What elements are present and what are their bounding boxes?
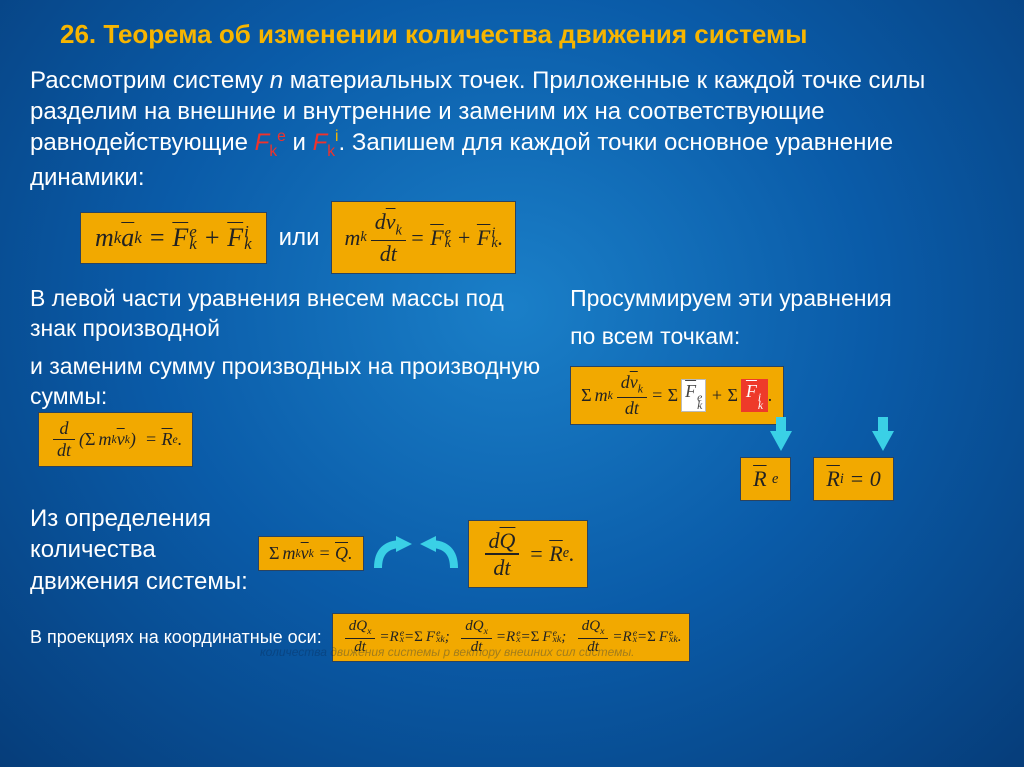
paragraph-intro: Рассмотрим систему n материальных точек.… bbox=[30, 65, 994, 194]
equation-dqdt-eq-re: dQ dt = Re. bbox=[468, 520, 588, 588]
left-text-2: и заменим сумму производных на производн… bbox=[30, 352, 548, 467]
background-ghost-text: количества движения системы р вектору вн… bbox=[260, 645, 635, 659]
results-boxes: R e Ri = 0 bbox=[740, 457, 994, 501]
arrow-down-icon bbox=[872, 431, 894, 451]
def-text: Из определения количества движения систе… bbox=[30, 505, 248, 594]
definition-row: Из определения количества движения систе… bbox=[30, 503, 994, 605]
right-text-2: по всем точкам: bbox=[570, 322, 994, 352]
equation-sum-mv-eq-q: Σmkvk = Q. bbox=[258, 536, 364, 571]
equation-mdvdt-eq-f: mk dvk dt = Fek + Fik . bbox=[331, 201, 516, 274]
arrows-down bbox=[770, 431, 994, 451]
equation-ma-eq-f: mk ak = Fek + Fik bbox=[80, 212, 267, 264]
right-text-1: Просуммируем эти уравнения bbox=[570, 284, 994, 314]
equation-ddt-sum: d dt (Σmkvk) = Re. bbox=[38, 412, 193, 467]
or-label: или bbox=[279, 224, 320, 252]
equation-Re: R e bbox=[740, 457, 791, 501]
equation-row-1: mk ak = Fek + Fik или mk dvk dt = Fek + … bbox=[80, 201, 994, 274]
curved-arrow-icon bbox=[372, 534, 412, 574]
slide-title: 26. Теорема об изменении количества движ… bbox=[60, 18, 994, 51]
two-column-block: В левой части уравнения внесем массы под… bbox=[30, 284, 994, 501]
left-text-1: В левой части уравнения внесем массы под… bbox=[30, 284, 548, 344]
equation-sum-mdvdt: Σ mk dvk dt = Σ Fek + Σ Fik . bbox=[570, 366, 784, 425]
arrow-down-icon bbox=[770, 431, 792, 451]
equation-Ri-zero: Ri = 0 bbox=[813, 457, 893, 501]
curved-arrow-icon bbox=[420, 534, 460, 574]
